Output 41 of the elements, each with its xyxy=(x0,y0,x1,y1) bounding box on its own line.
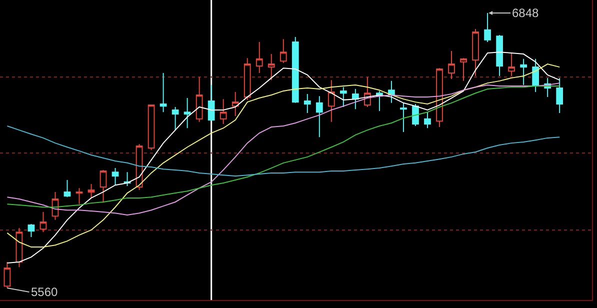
candlestick xyxy=(160,72,167,113)
candlestick xyxy=(340,86,347,108)
candlestick xyxy=(496,34,503,77)
candlestick xyxy=(472,28,479,77)
candlestick xyxy=(184,98,191,129)
candlestick xyxy=(268,54,275,81)
annotation: 6848 xyxy=(512,6,540,20)
candlestick xyxy=(64,180,71,198)
candlestick xyxy=(76,188,83,205)
candlestick xyxy=(232,92,239,116)
candlestick xyxy=(220,98,227,125)
candlestick xyxy=(4,261,11,289)
candlestick xyxy=(112,168,119,186)
candlestick xyxy=(328,80,335,122)
candlestick xyxy=(28,223,35,238)
candlestick xyxy=(436,68,443,128)
candlestick xyxy=(316,96,323,138)
candlestick xyxy=(208,84,215,120)
candlestick xyxy=(352,88,359,110)
candlestick xyxy=(532,58,539,93)
candlestick xyxy=(460,58,467,82)
candlestick xyxy=(424,112,431,129)
candlestick xyxy=(88,184,95,198)
candlestick xyxy=(40,212,47,233)
candlestick xyxy=(304,93,311,114)
candlestick xyxy=(172,106,179,131)
candlestick xyxy=(100,169,107,202)
candlestick xyxy=(400,102,407,132)
candlestick xyxy=(412,103,419,126)
candlestick xyxy=(280,38,287,64)
candlestick xyxy=(256,42,263,74)
candlestick xyxy=(388,80,395,104)
candlestick xyxy=(508,52,515,77)
candlestick xyxy=(244,58,251,100)
annotation: 5560 xyxy=(31,285,58,299)
candlestick xyxy=(148,104,155,151)
candlestick xyxy=(196,76,203,122)
candlestick xyxy=(448,50,455,80)
candlestick xyxy=(292,36,299,104)
candlestick xyxy=(556,77,564,114)
candlestick xyxy=(520,58,527,86)
